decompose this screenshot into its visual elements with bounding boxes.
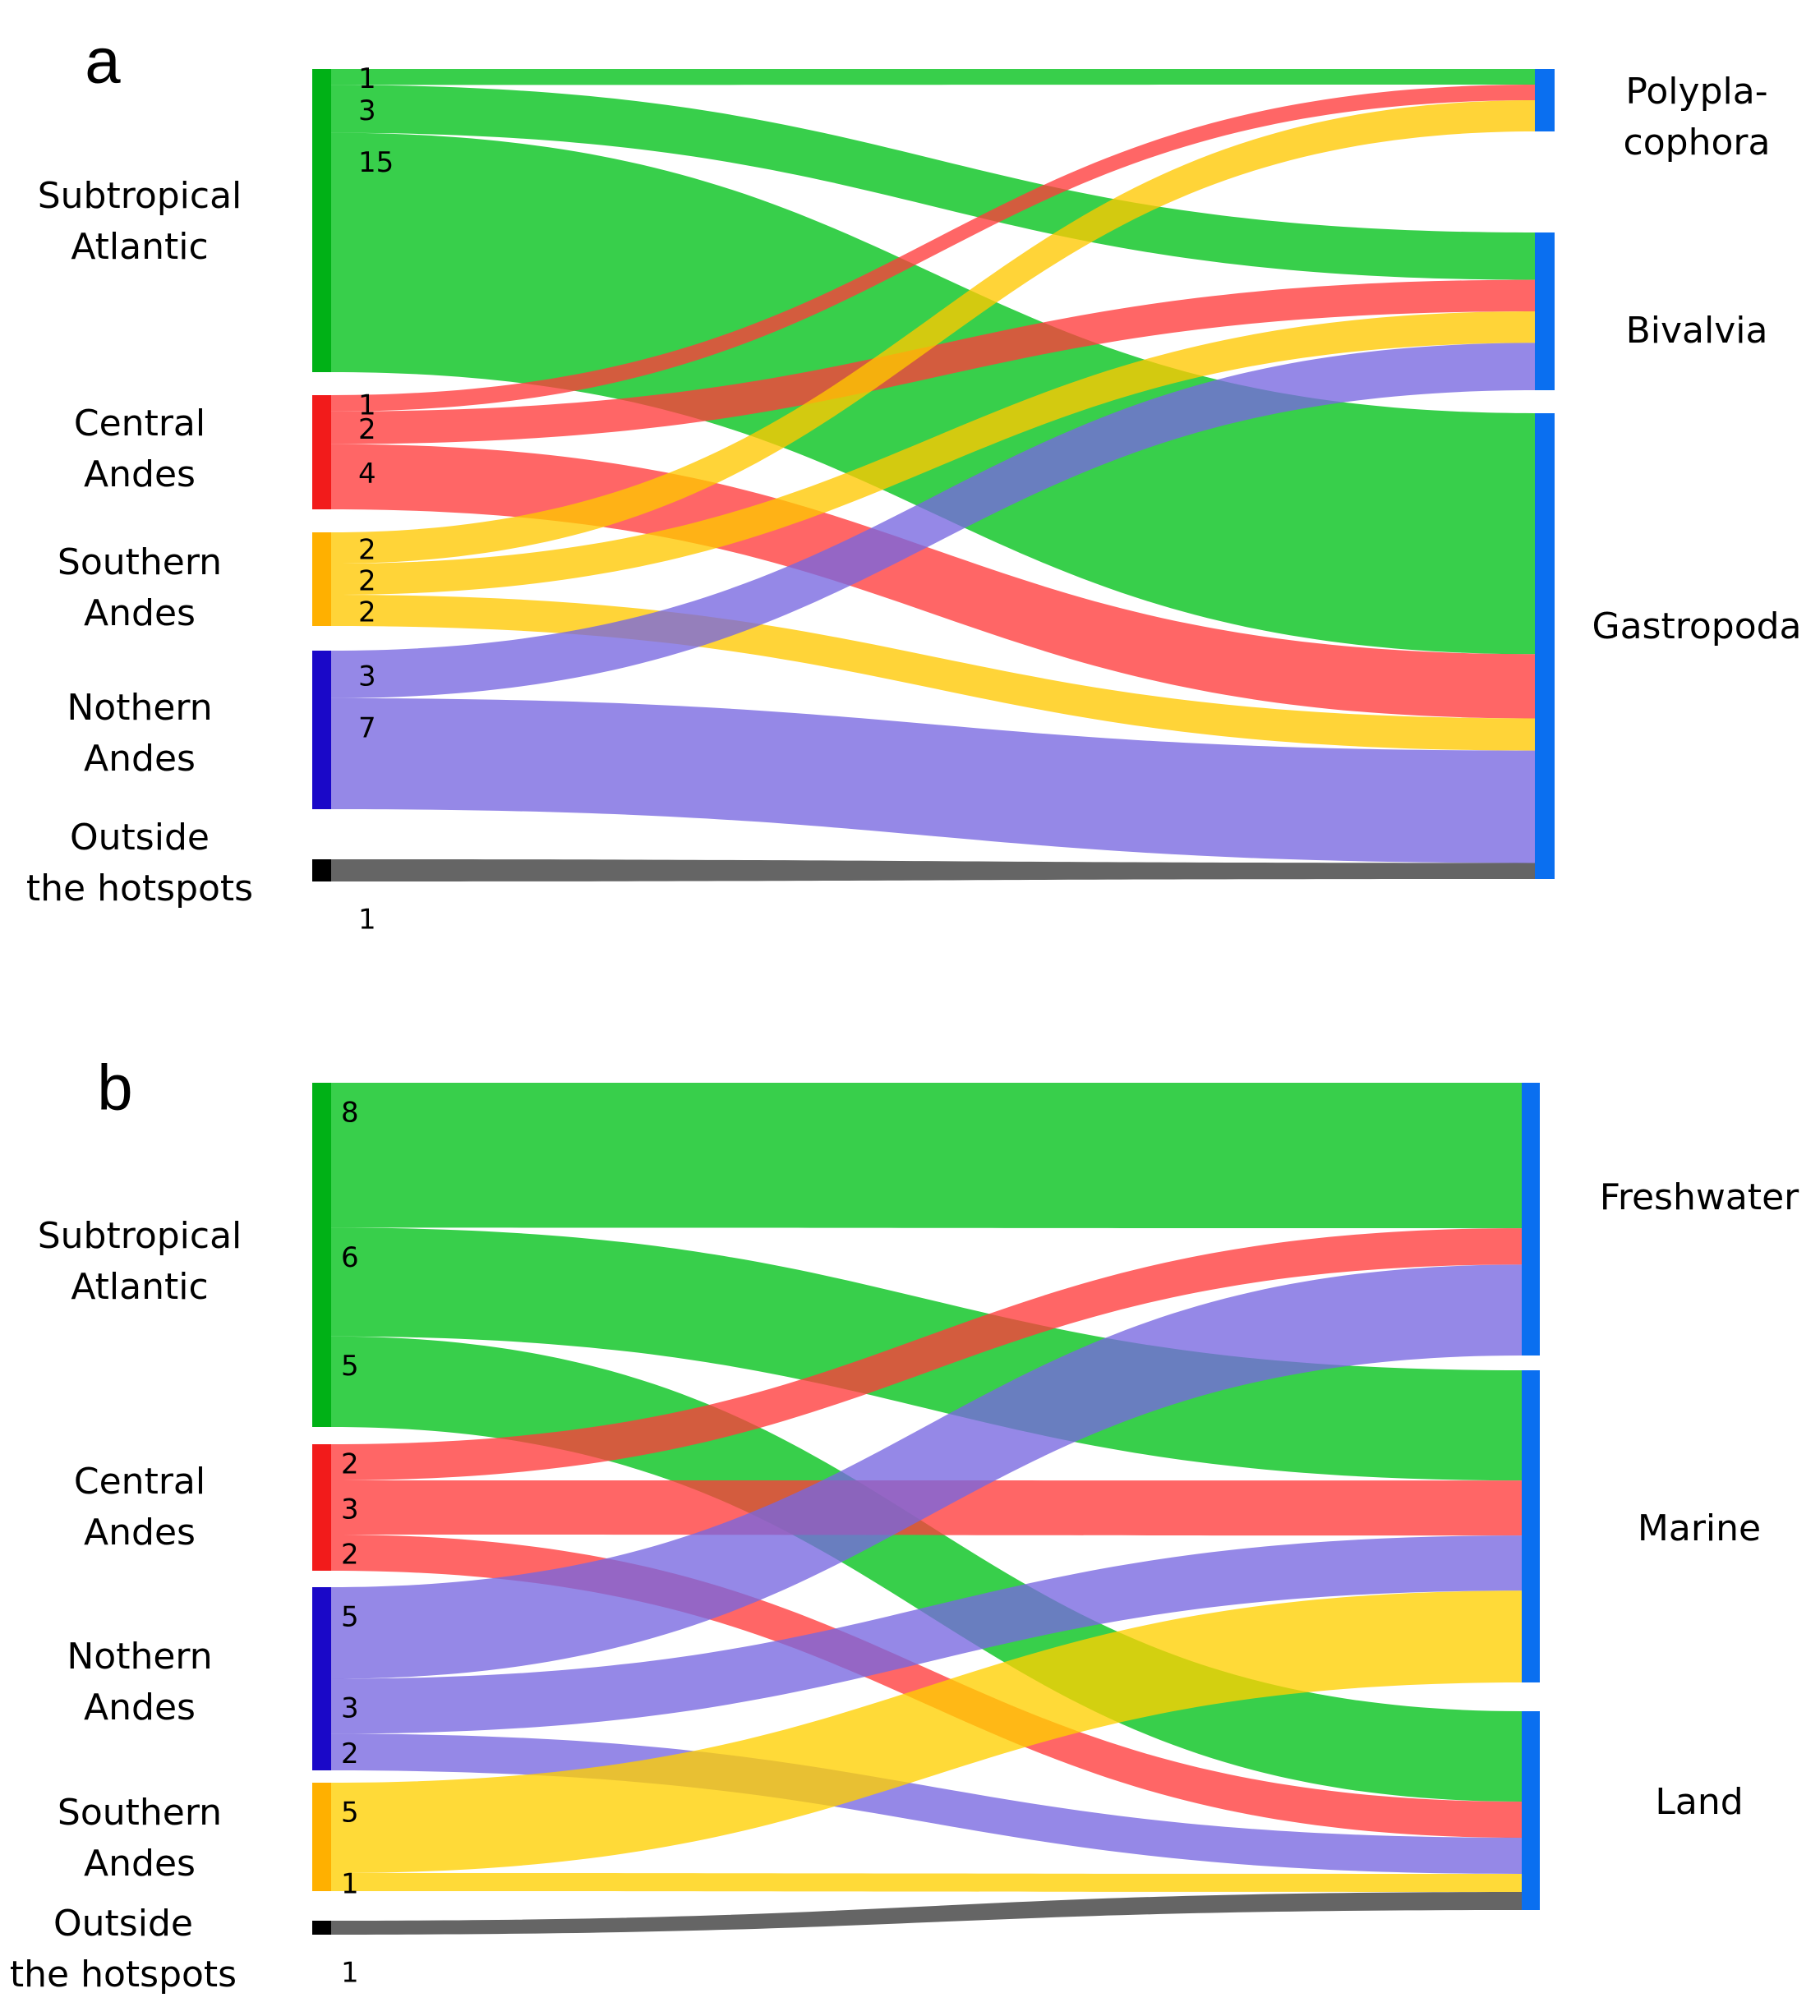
panel-a: a 1315124222371SubtropicalAtlanticCentral… [26, 25, 1802, 937]
source-label-nothern-andes: Andes [84, 1687, 196, 1728]
flow-value-label: 2 [341, 1448, 359, 1481]
source-label-central-andes: Andes [84, 1512, 196, 1553]
flow-value-label: 1 [341, 1868, 359, 1901]
flow-central-andes-to-polyplacophora [331, 85, 1535, 412]
target-node-marine [1522, 1370, 1540, 1682]
flow-value-label: 1 [358, 904, 376, 937]
source-label-nothern-andes: Nothern [67, 1636, 212, 1678]
flow-value-label: 2 [341, 1738, 359, 1770]
target-node-polyplacophora [1535, 69, 1555, 131]
flows-b [331, 1083, 1522, 1935]
flow-outside-the-hotspots-to-gastropoda [331, 859, 1535, 881]
target-label-polyplacophora: Polypla- [1625, 71, 1767, 113]
source-label-southern-andes: Andes [84, 592, 196, 634]
source-node-outside-the-hotspots [312, 1921, 331, 1935]
flow-nothern-andes-to-gastropoda [331, 697, 1535, 863]
target-label-freshwater: Freshwater [1600, 1176, 1799, 1218]
flow-southern-andes-to-bivalvia [331, 311, 1535, 595]
source-label-central-andes: Central [74, 403, 205, 444]
flow-subtropical-atlantic-to-bivalvia [331, 85, 1535, 280]
source-label-subtropical-atlantic: Atlantic [71, 1266, 208, 1308]
panel-b: b 8 6 5 2 3 2 5 3 2 5 1 1 Subtropical Atlantic Central A… [10, 1052, 1799, 1995]
flow-value-label: 1 [358, 62, 376, 95]
target-node-gastropoda [1535, 413, 1555, 879]
flow-value-label: 15 [358, 146, 394, 179]
target-label-gastropoda: Gastropoda [1592, 605, 1801, 647]
target-label-land: Land [1655, 1781, 1743, 1823]
flow-value-label: 2 [358, 413, 376, 446]
flow-nothern-andes-to-freshwater [331, 1264, 1522, 1679]
target-label-polyplacophora: cophora [1624, 122, 1771, 163]
source-label-southern-andes: Andes [84, 1843, 196, 1885]
source-label-outside-the-hotspots: Outside [70, 817, 210, 858]
source-node-southern-andes [312, 1783, 331, 1891]
source-label-outside-the-hotspots: the hotspots [26, 868, 253, 909]
target-label-marine: Marine [1638, 1507, 1761, 1549]
source-label-subtropical-atlantic: Subtropical [38, 175, 242, 217]
flows-a [331, 69, 1535, 881]
flow-value-label: 3 [358, 660, 376, 693]
source-label-central-andes: Andes [84, 453, 196, 495]
source-node-subtropical-atlantic [312, 69, 331, 372]
source-label-southern-andes: Southern [58, 541, 222, 583]
flow-value-label: 3 [341, 1692, 359, 1724]
flow-value-label: 3 [358, 94, 376, 127]
flow-value-label: 5 [341, 1601, 359, 1634]
flow-subtropical-atlantic-to-freshwater [331, 1083, 1522, 1229]
source-label-southern-andes: Southern [58, 1792, 222, 1834]
flow-central-andes-to-land [331, 1535, 1522, 1838]
panel-letter-b: b [97, 1052, 132, 1124]
flow-value-label: 1 [358, 389, 376, 421]
flow-southern-andes-to-marine [331, 1590, 1522, 1873]
source-node-nothern-andes [312, 1587, 331, 1770]
source-label-central-andes: Central [74, 1461, 205, 1503]
source-node-subtropical-atlantic [312, 1083, 331, 1427]
flow-value-label: 2 [341, 1539, 359, 1572]
flow-value-label: 1 [341, 1957, 359, 1990]
target-node-freshwater [1522, 1083, 1540, 1356]
source-node-nothern-andes [312, 651, 331, 809]
flow-nothern-andes-to-bivalvia [331, 343, 1535, 698]
flow-value-label: 2 [358, 534, 376, 567]
flow-value-label: 8 [341, 1097, 359, 1130]
flow-central-andes-to-bivalvia [331, 279, 1535, 444]
source-label-nothern-andes: Andes [84, 738, 196, 780]
flow-value-label: 6 [341, 1241, 359, 1274]
source-label-outside-the-hotspots: Outside [53, 1903, 193, 1945]
flow-southern-andes-to-polyplacophora [331, 100, 1535, 564]
flow-value-label: 2 [358, 596, 376, 629]
source-node-central-andes [312, 395, 331, 509]
flow-subtropical-atlantic-to-gastropoda [331, 132, 1535, 655]
source-node-outside-the-hotspots [312, 859, 331, 881]
target-node-land [1522, 1711, 1540, 1910]
flow-value-label: 2 [358, 565, 376, 598]
flow-southern-andes-to-land [331, 1873, 1522, 1892]
source-label-subtropical-atlantic: Atlantic [71, 226, 208, 268]
flow-value-label: 5 [341, 1797, 359, 1830]
source-label-subtropical-atlantic: Subtropical [38, 1215, 242, 1257]
source-node-southern-andes [312, 532, 331, 626]
flow-value-label: 4 [358, 458, 376, 490]
source-label-nothern-andes: Nothern [67, 687, 212, 729]
flow-value-label: 7 [358, 711, 376, 744]
source-label-outside-the-hotspots: the hotspots [10, 1954, 237, 1995]
target-node-bivalvia [1535, 232, 1555, 390]
target-label-bivalvia: Bivalvia [1626, 310, 1768, 352]
flow-subtropical-atlantic-to-polyplacophora [331, 69, 1535, 85]
flow-value-label: 3 [341, 1494, 359, 1526]
flow-values-b: 8 6 5 2 3 2 5 3 2 5 1 1 [341, 1097, 359, 1990]
flow-central-andes-to-freshwater [331, 1228, 1522, 1480]
flow-value-label: 5 [341, 1350, 359, 1383]
flow-nothern-andes-to-marine [331, 1535, 1522, 1734]
panel-letter-a: a [85, 25, 121, 97]
source-node-central-andes [312, 1444, 331, 1571]
flow-outside-the-hotspots-to-land [331, 1892, 1522, 1935]
